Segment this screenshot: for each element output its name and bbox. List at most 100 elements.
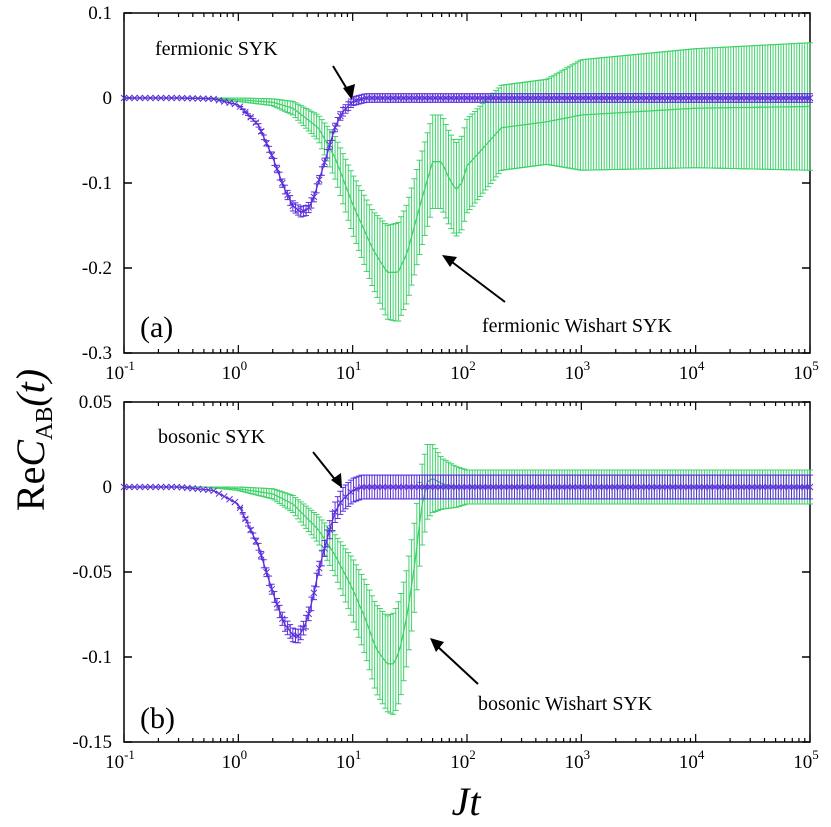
data-point [442, 94, 450, 102]
data-point [674, 94, 682, 102]
data-point [743, 483, 751, 491]
data-point [585, 483, 592, 491]
data-point [147, 483, 154, 491]
data-point [242, 108, 249, 116]
data-point [637, 94, 645, 102]
data-point [463, 483, 471, 491]
data-point [125, 94, 133, 102]
data-point [395, 483, 402, 491]
data-point [268, 151, 276, 159]
data-point [373, 483, 381, 491]
data-point [532, 483, 539, 491]
data-point [152, 483, 160, 491]
x-tick-label: 101 [336, 747, 362, 773]
data-point [453, 94, 460, 102]
data-point [263, 139, 270, 147]
y-tick-label: 0.05 [79, 392, 112, 413]
data-point [431, 483, 439, 491]
data-point [278, 179, 286, 187]
data-point [358, 483, 365, 491]
data-point [379, 94, 386, 102]
data-point [405, 94, 413, 102]
data-point [120, 483, 128, 491]
data-point [205, 95, 212, 103]
data-point [658, 483, 666, 491]
data-point [716, 483, 724, 491]
data-point [247, 526, 254, 534]
x-tick-label: 103 [565, 747, 591, 773]
data-point [711, 94, 719, 102]
data-point [621, 94, 629, 102]
data-point [521, 94, 529, 102]
data-point [141, 483, 149, 491]
data-point [806, 483, 814, 491]
y-tick-label: -0.1 [82, 173, 112, 194]
data-point [384, 483, 392, 491]
data-point [484, 94, 492, 102]
data-point [627, 94, 634, 102]
series-bosonic-syk [120, 474, 814, 644]
data-point [400, 483, 408, 491]
data-point [785, 94, 793, 102]
data-point [722, 94, 729, 102]
data-point [421, 483, 429, 491]
data-point [363, 483, 371, 491]
data-point [131, 483, 138, 491]
data-point [753, 483, 761, 491]
data-point [732, 483, 740, 491]
data-point [141, 94, 149, 102]
data-point [632, 94, 640, 102]
data-point [674, 483, 682, 491]
data-point [294, 632, 302, 640]
data-point [801, 94, 809, 102]
data-point [774, 94, 782, 102]
data-point [199, 95, 207, 102]
data-point [337, 112, 344, 120]
data-point [600, 94, 608, 102]
data-point [463, 94, 471, 102]
data-point [447, 94, 455, 102]
data-point [474, 94, 481, 102]
data-point [162, 94, 170, 102]
data-point [426, 94, 434, 102]
y-tick-label: -0.1 [82, 647, 112, 668]
data-point [136, 94, 144, 102]
series-line [124, 486, 810, 637]
data-point [769, 483, 777, 491]
data-point [147, 94, 154, 102]
data-point [790, 483, 798, 491]
x-tick-label: 105 [793, 358, 819, 384]
data-point [183, 94, 191, 102]
x-tick-label: 105 [793, 747, 819, 773]
data-point [273, 600, 281, 608]
data-point [310, 589, 318, 597]
data-point [500, 483, 508, 491]
data-point [178, 483, 186, 491]
data-point [210, 95, 218, 103]
data-point [236, 504, 244, 512]
annotation-fermionic-wishart-syk: fermionic Wishart SYK [482, 315, 672, 337]
series-line [124, 97, 810, 273]
data-point [342, 105, 349, 113]
y-tick-label: -0.05 [72, 562, 112, 583]
data-point [410, 483, 418, 491]
data-point [189, 485, 196, 492]
data-point [305, 204, 313, 211]
data-point [706, 483, 714, 491]
data-point [210, 487, 218, 495]
data-point [801, 483, 809, 491]
data-point [511, 483, 518, 491]
data-point [347, 99, 355, 107]
x-tick-label: 10-1 [105, 747, 135, 773]
data-point [727, 94, 735, 102]
data-point [664, 94, 671, 102]
data-point [701, 483, 708, 491]
data-point [616, 94, 624, 102]
data-point [537, 483, 545, 491]
data-point [300, 624, 307, 632]
data-point [252, 537, 260, 545]
data-point [743, 94, 751, 102]
y-tick-label: -0.2 [82, 258, 112, 279]
x-tick-label: 10-1 [105, 358, 135, 384]
data-point [790, 94, 798, 102]
